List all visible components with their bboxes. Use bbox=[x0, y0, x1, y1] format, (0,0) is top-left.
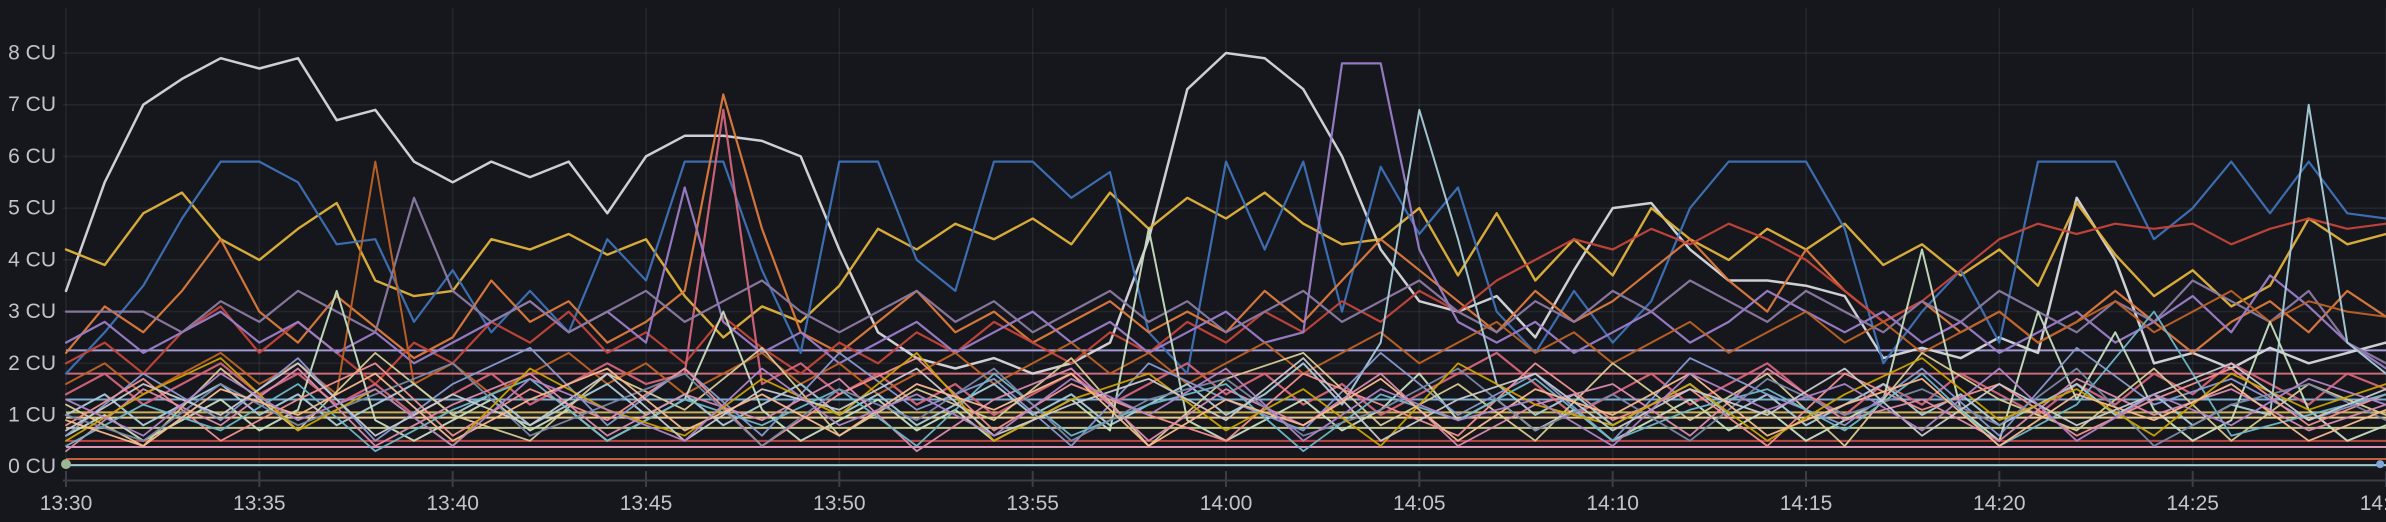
x-tick-label: 13:40 bbox=[426, 492, 479, 515]
y-tick-label: 1 CU bbox=[8, 403, 56, 426]
x-tick-label: 13:50 bbox=[813, 492, 866, 515]
series-slate bbox=[65, 362, 2386, 447]
series-purple bbox=[64, 62, 2386, 370]
y-tick-label: 4 CU bbox=[8, 248, 56, 271]
x-tick-label: 13:55 bbox=[1006, 492, 1059, 515]
series-violet bbox=[65, 367, 2386, 447]
x-axis-labels: 13:30 13:35 13:40 13:45 13:50 13:55 14:00 14:05… bbox=[40, 492, 2386, 515]
x-tick-label: 13:45 bbox=[620, 492, 673, 515]
y-tick-label: 0 CU bbox=[8, 455, 56, 478]
y-axis-labels: 0 CU 1 CU 2 CU 3 CU 4 CU 5 CU 6 CU 7 CU 8 CU bbox=[8, 42, 56, 479]
x-tick-label: 14:25 bbox=[2166, 492, 2219, 515]
x-tick-label: 14:30 bbox=[2360, 492, 2386, 515]
series-end-dot bbox=[2376, 460, 2385, 469]
x-axis bbox=[63, 471, 2386, 487]
series-light-orange bbox=[65, 367, 2386, 447]
series-group bbox=[64, 51, 2386, 453]
x-tick-label: 14:00 bbox=[1200, 492, 1253, 515]
x-tick-label: 14:10 bbox=[1586, 492, 1639, 515]
y-tick-label: 3 CU bbox=[8, 300, 56, 323]
series-mauve bbox=[64, 196, 2386, 365]
y-tick-label: 7 CU bbox=[8, 93, 56, 116]
y-tick-label: 5 CU bbox=[8, 197, 56, 220]
x-tick-label: 14:15 bbox=[1780, 492, 1833, 515]
x-tick-label: 13:35 bbox=[233, 492, 286, 515]
flat-series-group bbox=[66, 349, 2386, 467]
y-tick-label: 6 CU bbox=[8, 145, 56, 168]
x-tick-label: 13:30 bbox=[40, 492, 93, 515]
y-tick-label: 2 CU bbox=[8, 352, 56, 375]
x-tick-label: 14:05 bbox=[1393, 492, 1446, 515]
series-blue bbox=[64, 160, 2386, 375]
series-start-dot bbox=[61, 459, 71, 470]
x-tick-label: 14:20 bbox=[1973, 492, 2026, 515]
series-pale-gray bbox=[65, 357, 2386, 442]
y-tick-label: 8 CU bbox=[8, 42, 56, 65]
series-pink bbox=[65, 367, 2386, 453]
